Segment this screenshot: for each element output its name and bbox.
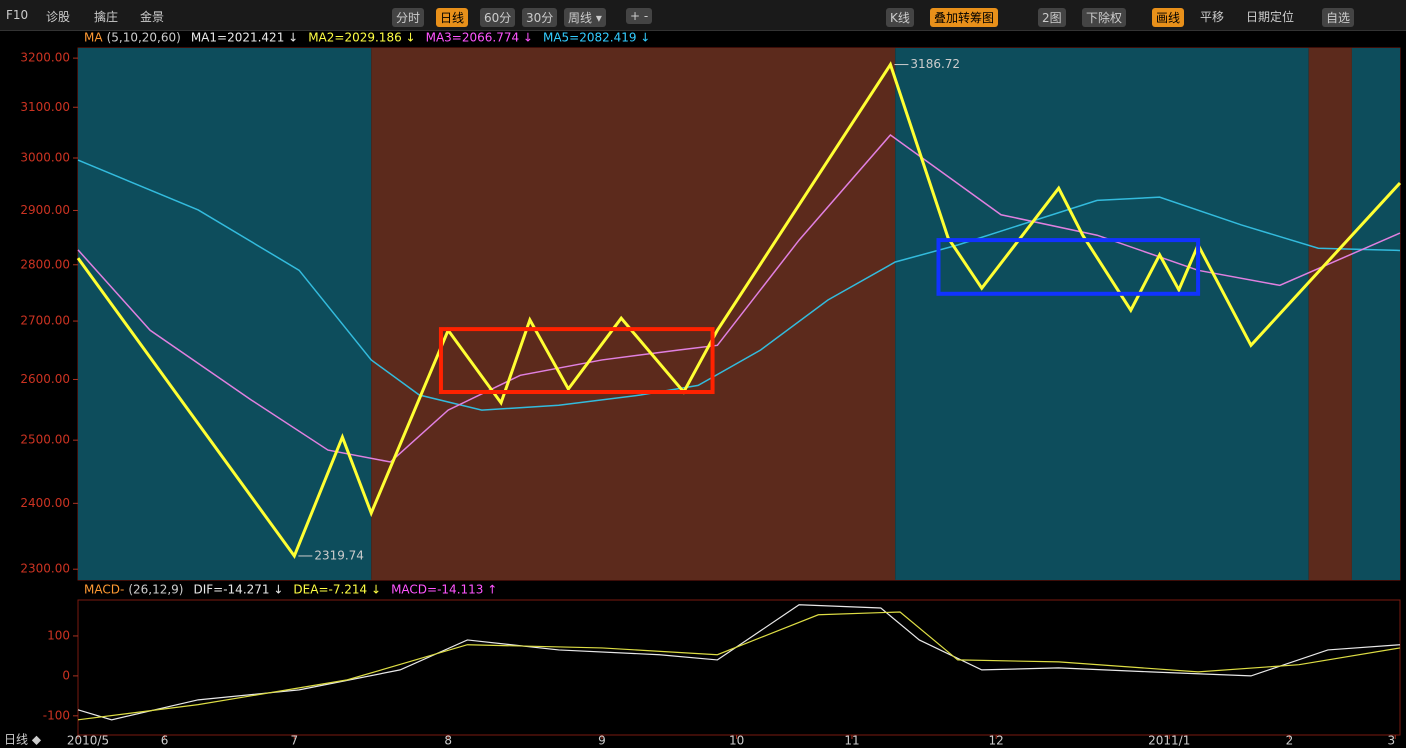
period-region [1308,48,1352,580]
value-label: 3186.72 [910,57,960,71]
y-tick-label: 2800.00 [20,257,70,271]
tool-button[interactable]: K线 [886,8,914,27]
period-region [895,48,1309,580]
tool-button[interactable]: 日期定位 [1246,10,1295,24]
period-button[interactable]: 周线 ▾ [564,8,606,27]
period-region [371,48,896,580]
line-series [76,61,1402,560]
x-tick-label: 12 [989,734,1004,748]
tool-button[interactable]: 下除权 [1082,8,1127,27]
x-tick-label: 9 [598,734,606,748]
period-region [1351,48,1400,580]
line-series [77,133,1401,463]
y-tick-label: 2900.00 [20,203,70,217]
y-tick-label: -100 [43,708,70,722]
x-tick-label: 7 [291,734,299,748]
tab[interactable]: 金景 [140,10,165,24]
x-tick-label: 11 [844,734,859,748]
tool-button[interactable]: 画线 [1152,8,1185,27]
x-tick-label: 3 [1388,734,1396,748]
indicator-value: DIF=-14.271 ↓ [193,583,283,597]
y-tick-label: 2600.00 [20,372,70,386]
x-tick-label: 8 [444,734,452,748]
indicator-value: MA1=2021.421 ↓ [191,31,298,45]
zoom-button[interactable]: + - [626,8,653,24]
range-box [936,238,1201,296]
x-tick-label: 10 [729,734,744,748]
tool-button[interactable]: 叠加转筹图 [930,8,999,27]
y-tick-label: 0 [62,668,70,682]
period-button[interactable]: 30分 [522,8,558,27]
indicator-value: MA2=2029.186 ↓ [308,31,415,45]
frame [77,599,1401,736]
period-button[interactable]: 分时 [392,8,425,27]
tool-button[interactable]: 自选 [1322,8,1355,27]
y-tick-label: 2400.00 [20,496,70,510]
indicator-params: (5,10,20,60) [107,31,181,45]
y-tick-label: 2700.00 [20,314,70,328]
y-tick-label: 2300.00 [20,562,70,576]
line-series [77,604,1401,721]
indicator-params: (26,12,9) [128,583,183,597]
x-tick-label: 2 [1286,734,1294,748]
indicator-value: DEA=-7.214 ↓ [293,583,381,597]
indicator-name: MACD- [84,583,124,597]
line-series [77,159,1401,411]
x-tick-label: 6 [161,734,169,748]
y-tick-label: 3200.00 [20,51,70,65]
indicator-value: MA5=2082.419 ↓ [543,31,650,45]
period-button[interactable]: 60分 [480,8,516,27]
period-region [78,48,372,580]
indicator-value: MA3=2066.774 ↓ [426,31,533,45]
x-tick-label: 2010/5 [67,734,109,748]
y-tick-label: 3100.00 [20,100,70,114]
tab[interactable]: 擒庄 [94,10,119,24]
tool-button[interactable]: 平移 [1200,10,1225,24]
tab[interactable]: F10 [6,8,29,22]
y-tick-label: 100 [47,628,70,642]
chart: 3200.00 3100.00 3000.00 2900.00 2800.00 2700.… [4,31,1402,748]
period-button[interactable]: 日线 [436,8,469,27]
footer-label: 日线 ◆ [4,733,42,747]
tab[interactable]: 诊股 [46,10,71,24]
y-tick-label: 2500.00 [20,433,70,447]
value-label: 2319.74 [314,548,364,562]
line-series [77,611,1401,721]
indicator-name: MA [84,31,103,45]
tool-button[interactable]: 2图 [1038,8,1066,27]
toolbar: F10 诊股 擒庄 金景 分时 日线 60分 30分 周线 ▾ + - K线 叠… [0,0,1406,31]
y-tick-label: 3000.00 [20,151,70,165]
range-box [438,327,715,395]
indicator-value: MACD=-14.113 ↑ [391,583,497,597]
x-tick-label: 2011/1 [1148,734,1190,748]
